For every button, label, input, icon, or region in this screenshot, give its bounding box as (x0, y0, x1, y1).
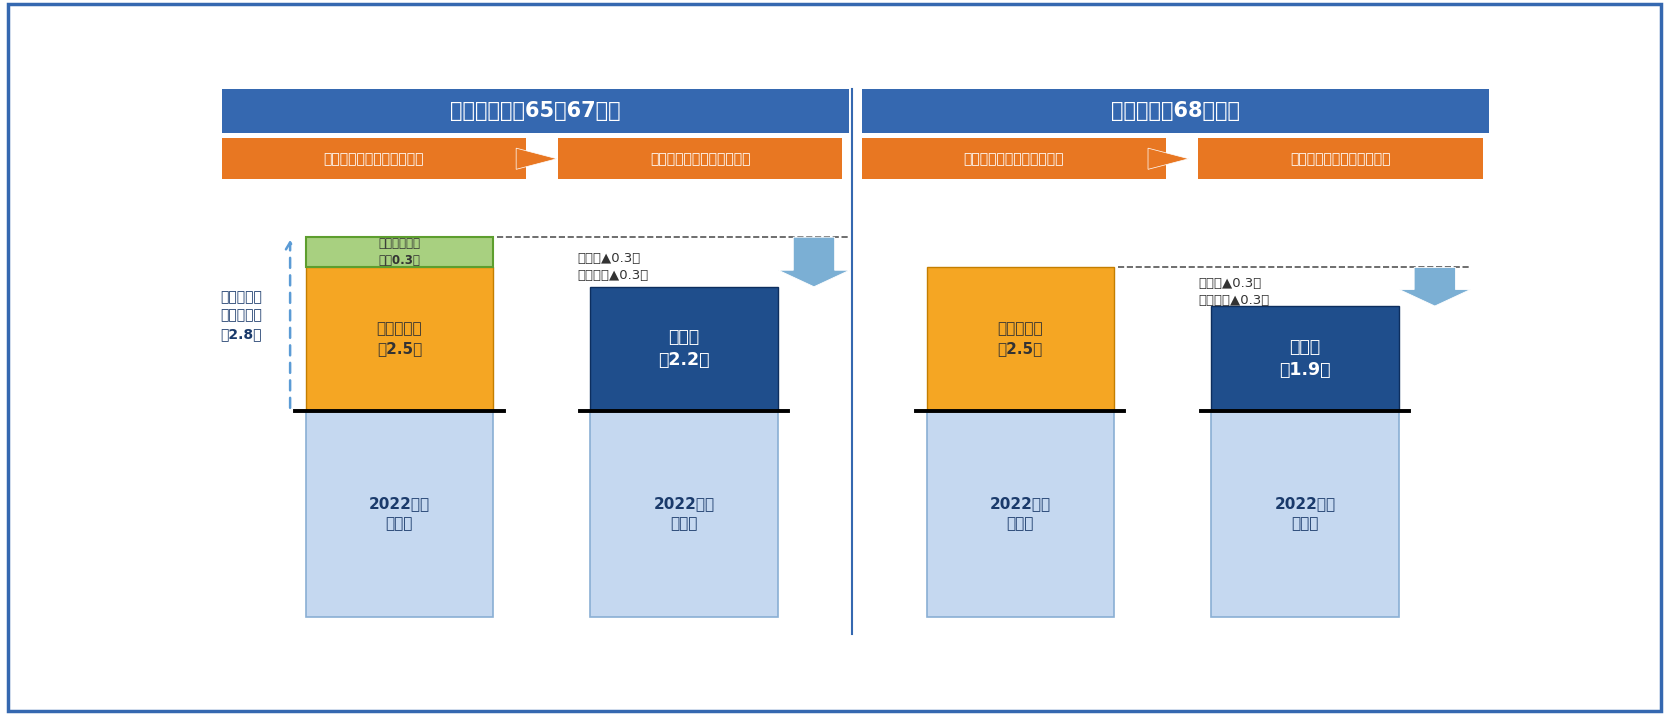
Text: 2022年度
年金額: 2022年度 年金額 (1275, 496, 1335, 531)
Bar (305, 237, 494, 267)
Text: 既裁定者（68歳〜）: 既裁定者（68歳〜） (1112, 101, 1240, 121)
Text: 物価変動率
＋2.5％: 物価変動率 ＋2.5％ (998, 322, 1043, 357)
Text: 物価変動率
＋2.5％: 物価変動率 ＋2.5％ (377, 322, 422, 357)
Bar (926, 267, 1115, 410)
Text: 調整率▲0.3％
未調整分▲0.3％: 調整率▲0.3％ 未調整分▲0.3％ (577, 252, 649, 282)
FancyArrow shape (778, 237, 850, 287)
Text: マクロ経済スライド調整後: マクロ経済スライド調整後 (1290, 152, 1390, 166)
Bar (557, 138, 843, 179)
Bar (1212, 306, 1399, 410)
Text: マクロ経済スライド調整前: マクロ経済スライド調整前 (963, 152, 1065, 166)
Bar (861, 138, 1165, 179)
Bar (591, 287, 778, 410)
Text: 改定率
＋1.9％: 改定率 ＋1.9％ (1278, 337, 1330, 379)
FancyArrow shape (1399, 267, 1470, 306)
Bar (222, 138, 526, 179)
Text: 改定率
＋2.2％: 改定率 ＋2.2％ (658, 328, 709, 370)
Bar (926, 410, 1115, 617)
Bar (591, 410, 778, 617)
Text: 調整率▲0.3％
未調整分▲0.3％: 調整率▲0.3％ 未調整分▲0.3％ (1198, 277, 1270, 307)
Polygon shape (1148, 148, 1188, 169)
Bar (222, 89, 850, 132)
Bar (305, 410, 494, 617)
Text: 2022年度
年金額: 2022年度 年金額 (990, 496, 1051, 531)
Bar (1212, 410, 1399, 617)
Text: マクロ経済スライド調整後: マクロ経済スライド調整後 (649, 152, 751, 166)
Bar (305, 267, 494, 410)
Text: 実質賃金変動
率＋0.3％: 実質賃金変動 率＋0.3％ (379, 237, 421, 267)
Text: 名目手取り
賃金変動率
＋2.8％: 名目手取り 賃金変動率 ＋2.8％ (220, 290, 262, 341)
Bar (1198, 138, 1482, 179)
Text: マクロ経済スライド調整前: マクロ経済スライド調整前 (324, 152, 424, 166)
Bar (861, 89, 1489, 132)
Polygon shape (516, 148, 557, 169)
Text: 2022年度
年金額: 2022年度 年金額 (369, 496, 431, 531)
Text: 新規裁定者（65〜67歳）: 新規裁定者（65〜67歳） (451, 101, 621, 121)
Text: 2022年度
年金額: 2022年度 年金額 (654, 496, 714, 531)
